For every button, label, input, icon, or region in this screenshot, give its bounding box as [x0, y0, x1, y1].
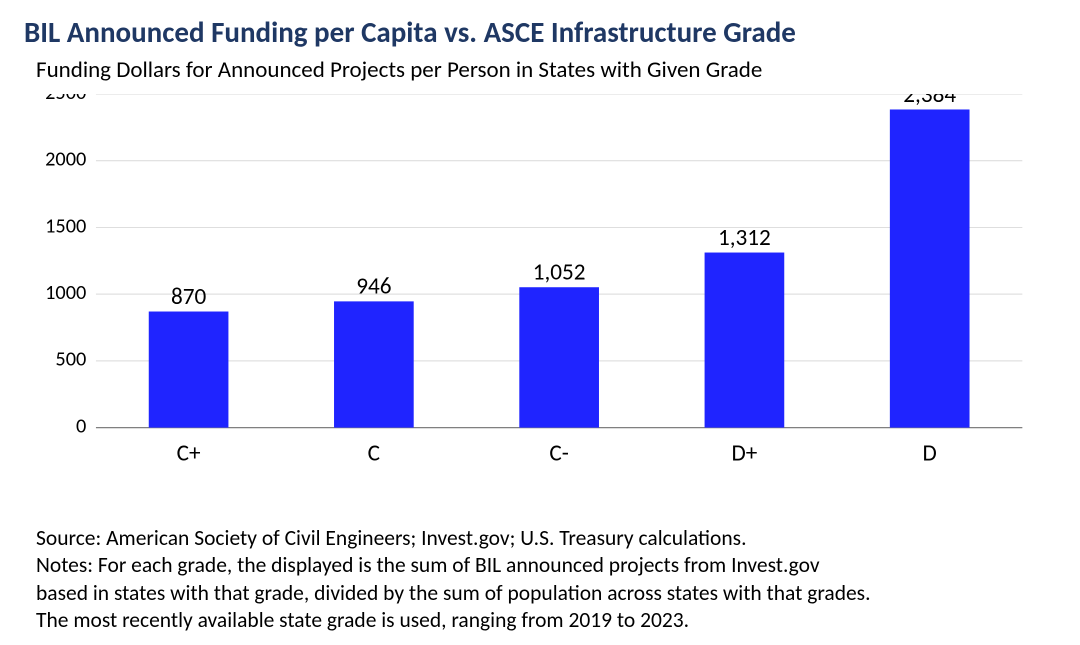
x-category-label: C+ — [177, 439, 201, 467]
y-tick-label: 1500 — [45, 214, 86, 238]
bar-value-label: 946 — [356, 273, 391, 301]
bar — [149, 312, 229, 428]
bar-value-label: 2,384 — [903, 94, 956, 109]
x-category-label: D+ — [732, 439, 758, 467]
chart-title: BIL Announced Funding per Capita vs. ASC… — [24, 14, 1056, 50]
footnote-line: Notes: For each grade, the displayed is … — [36, 552, 1056, 580]
bar — [890, 109, 970, 427]
bar-value-label: 870 — [171, 283, 207, 311]
bar-value-label: 1,312 — [718, 224, 771, 252]
bar-chart-svg: 0 500 1000 1500 2000 2500 870 C+ 946 C 1,052 C- 1,31… — [36, 94, 1032, 519]
chart-footnotes: Source: American Society of Civil Engine… — [36, 525, 1056, 635]
footnote-line: based in states with that grade, divided… — [36, 580, 1056, 608]
x-category-label: D — [923, 439, 937, 467]
y-tick-label: 0 — [76, 414, 86, 438]
x-category-label: C — [368, 439, 380, 467]
y-tick-label: 1000 — [45, 281, 86, 305]
y-tick-label: 2500 — [45, 94, 86, 105]
bar — [705, 253, 785, 428]
y-tick-label: 2000 — [45, 148, 86, 172]
chart-container: BIL Announced Funding per Capita vs. ASC… — [0, 0, 1080, 645]
bar — [334, 301, 414, 427]
chart-plot-area: 0 500 1000 1500 2000 2500 870 C+ 946 C 1,052 C- 1,31… — [36, 94, 1032, 519]
bar — [519, 287, 599, 427]
bar-value-label: 1,052 — [533, 258, 586, 286]
y-tick-label: 500 — [55, 348, 86, 372]
x-category-label: C- — [549, 439, 568, 467]
chart-subtitle: Funding Dollars for Announced Projects p… — [36, 56, 1056, 84]
footnote-line: The most recently available state grade … — [36, 607, 1056, 635]
footnote-line: Source: American Society of Civil Engine… — [36, 525, 1056, 553]
